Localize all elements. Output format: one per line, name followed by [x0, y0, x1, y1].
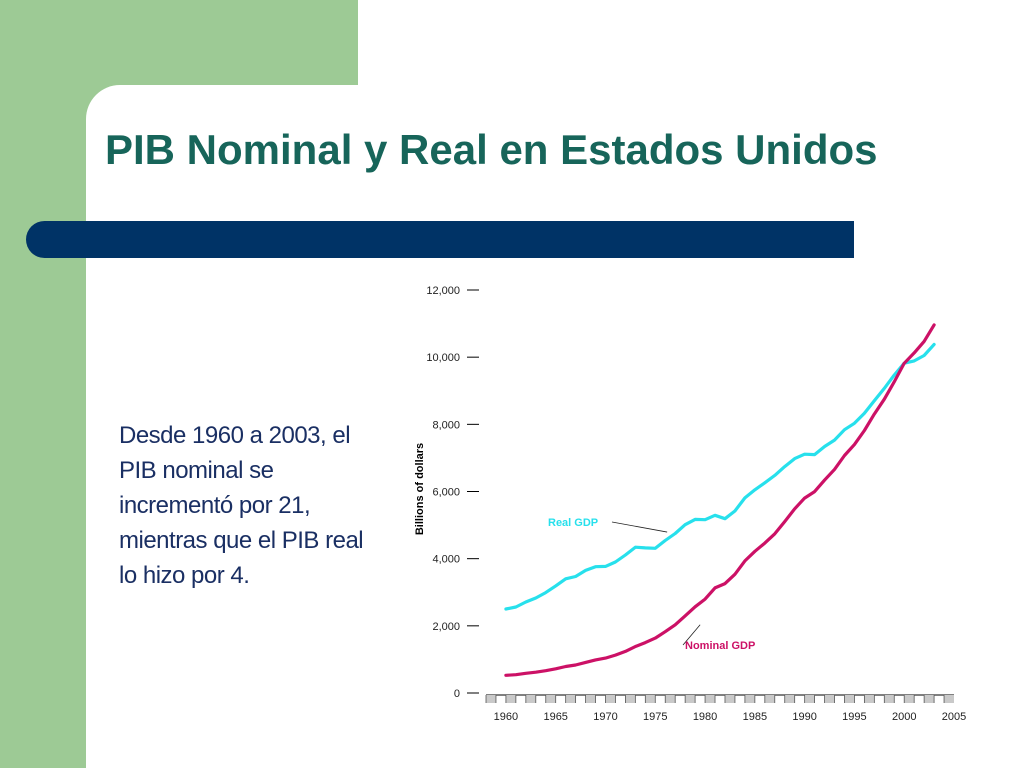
- y-tick-label-10000: 10,000: [426, 352, 460, 364]
- x-tick-label-1995: 1995: [842, 711, 866, 723]
- x-year-band: [744, 695, 755, 703]
- x-year-band: [764, 695, 775, 703]
- x-year-band: [605, 695, 616, 703]
- x-year-band: [585, 695, 596, 703]
- slide-title: PIB Nominal y Real en Estados Unidos: [105, 126, 878, 173]
- series-line-real-gdp: [504, 342, 936, 611]
- slide-body-text: Desde 1960 a 2003, el PIB nominal se inc…: [119, 422, 364, 589]
- y-tick-label-4000: 4,000: [432, 554, 460, 566]
- y-tick-label-8000: 8,000: [432, 419, 460, 431]
- chart-axes: 0 2,000 4,000 6,000 8,000 10,000 12,000 1960 196…: [426, 285, 966, 723]
- y-tick-label-12000: 12,000: [426, 285, 460, 297]
- x-tick-label-1980: 1980: [693, 711, 717, 723]
- x-year-band: [645, 695, 656, 703]
- x-year-band: [784, 695, 795, 703]
- chart-series: [504, 323, 936, 677]
- x-year-band: [705, 695, 716, 703]
- x-year-band: [486, 695, 496, 703]
- series-line-nominal-gdp: [504, 323, 936, 677]
- x-year-band: [944, 695, 954, 703]
- x-year-band: [864, 695, 875, 703]
- y-tick-label-0: 0: [454, 688, 460, 700]
- x-tick-label-2005: 2005: [942, 711, 966, 723]
- x-tick-label-2000: 2000: [892, 711, 916, 723]
- x-year-band: [824, 695, 835, 703]
- title-divider-bar: [26, 221, 854, 258]
- x-tick-label-1960: 1960: [494, 711, 518, 723]
- x-year-band: [525, 695, 536, 703]
- x-year-band: [685, 695, 696, 703]
- x-tick-label-1970: 1970: [593, 711, 617, 723]
- x-year-band: [924, 695, 935, 703]
- x-year-band: [505, 695, 516, 703]
- x-year-band: [565, 695, 576, 703]
- x-year-band: [545, 695, 556, 703]
- x-year-band: [804, 695, 815, 703]
- annotation-label-nominal-gdp: Nominal GDP: [685, 640, 755, 652]
- x-year-band: [844, 695, 855, 703]
- x-year-band: [665, 695, 676, 703]
- x-tick-label-1985: 1985: [743, 711, 767, 723]
- annotation-label-real-gdp: Real GDP: [548, 517, 598, 529]
- annotation-leader-real-gdp: [611, 521, 668, 533]
- x-tick-label-1990: 1990: [792, 711, 816, 723]
- annotation-leader-nominal-gdp: [682, 624, 701, 646]
- x-year-band: [625, 695, 636, 703]
- x-year-band: [724, 695, 735, 703]
- y-tick-label-6000: 6,000: [432, 487, 460, 499]
- x-tick-label-1965: 1965: [543, 711, 567, 723]
- x-year-band: [904, 695, 915, 703]
- chart-annotations: Real GDP Nominal GDP: [548, 517, 755, 652]
- y-tick-label-2000: 2,000: [432, 621, 460, 633]
- x-tick-label-1975: 1975: [643, 711, 667, 723]
- x-year-band: [884, 695, 895, 703]
- y-axis-label: Billions of dollars: [414, 443, 426, 535]
